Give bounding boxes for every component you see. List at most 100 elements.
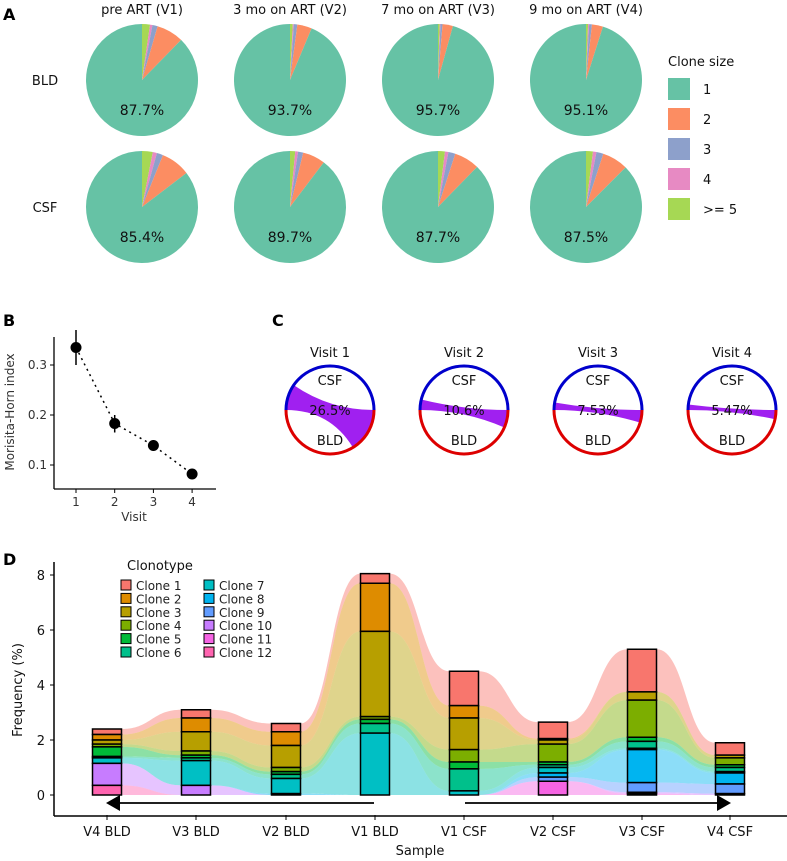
panel-d-alluvial: V4 BLD V3 BLD V2 BLD V1 BLD V1 CSF V2 CSF V3 C… [11, 559, 787, 859]
pie-slice [586, 24, 589, 80]
legend-swatch [120, 606, 132, 618]
bar-segment [270, 731, 302, 747]
pie-slice [529, 151, 642, 264]
chord-title: Visit 2 [444, 346, 484, 361]
flow-clone-2 [300, 583, 361, 746]
pie-slice [586, 24, 590, 81]
flows [121, 573, 716, 795]
legend-swatch [203, 579, 215, 591]
flow-clone-9 [567, 777, 628, 793]
csf-label: CSF [720, 374, 745, 389]
flow-clone-2 [121, 718, 182, 740]
flow-clone-4 [567, 700, 628, 762]
flow-clone-8 [478, 773, 539, 795]
bar-segment [180, 759, 212, 787]
flow-clone-7 [656, 748, 716, 773]
data-point [109, 418, 121, 429]
pie-slice [438, 24, 440, 80]
flow-clone-7 [210, 760, 272, 794]
bar-segment [626, 748, 658, 784]
legend-label: Clone 6 [136, 646, 182, 660]
bar-segment [270, 777, 302, 795]
bld-label: BLD [317, 434, 343, 449]
y-tick-label: 0.2 [28, 408, 47, 422]
panel-c-chords: Visit 1 CSF 26.5% BLD Visit 2 CSF 10.6% BLD Visi… [284, 346, 778, 456]
csf-arc [686, 364, 778, 411]
pie-slice [142, 24, 158, 81]
chord-link [286, 385, 374, 448]
flow-clone-5 [210, 755, 272, 775]
bar-segment [626, 781, 658, 793]
pie-row-label: CSF [33, 201, 58, 216]
legend-label: >= 5 [703, 203, 737, 218]
pie-slice [234, 151, 347, 264]
flow-clone-7 [389, 733, 450, 795]
pie-percent-label: 87.5% [564, 230, 608, 246]
flow-clone-4 [656, 700, 716, 765]
flow-clone-5 [389, 719, 450, 769]
bld-arc [552, 409, 644, 456]
bar-segment [537, 766, 569, 774]
chord-link [688, 404, 776, 420]
bld-arc [418, 409, 510, 456]
panel-label-a: A [3, 5, 16, 24]
legend-label: Clone 4 [136, 619, 182, 633]
legend-swatch [203, 606, 215, 618]
legend-label: Clone 10 [219, 619, 272, 633]
pie-slice [142, 155, 187, 207]
bar-segment [180, 717, 212, 733]
pie-percent-label: 93.7% [268, 103, 312, 119]
x-tick-label: V3 BLD [172, 825, 219, 840]
csf-arc [284, 364, 376, 411]
bar-segment [359, 722, 391, 734]
flow-clone-8 [656, 749, 716, 784]
pie-column-title: 3 mo on ART (V2) [233, 3, 347, 18]
y-tick-label: 0.1 [28, 458, 47, 472]
pie-slice [438, 24, 443, 81]
panel-label-b: B [3, 311, 15, 330]
pie-slice [290, 24, 293, 80]
pie-slice [290, 152, 324, 207]
pie-slice [586, 153, 626, 207]
pie-slice [142, 153, 163, 207]
pie-slice [438, 151, 446, 207]
legend-label: Clone 8 [219, 592, 265, 606]
flow-clone-4 [210, 751, 272, 772]
trend-line [75, 347, 193, 475]
bar-segment [448, 768, 480, 792]
pie-slice [586, 151, 604, 207]
bar-segment [537, 780, 569, 796]
pie-slice [290, 151, 296, 207]
flow-clone-11 [478, 781, 539, 795]
bar-segment [626, 740, 658, 749]
bar-segment [448, 717, 480, 751]
bar-segment [448, 748, 480, 763]
pie-slice [586, 151, 597, 207]
chord-percent: 10.6% [443, 404, 484, 419]
pie-slice [290, 151, 304, 207]
x-tick-label: 3 [150, 495, 158, 509]
legend-swatch [120, 633, 132, 645]
flow-clone-2 [567, 691, 628, 740]
y-axis-title: Morisita-Horn index [3, 353, 17, 470]
chord-percent: 5.47% [711, 404, 752, 419]
legend-swatch [203, 633, 215, 645]
pie-slice [142, 24, 153, 80]
legend-swatch [120, 592, 132, 604]
flow-clone-5 [656, 737, 716, 768]
legend-label: Clone 12 [219, 646, 272, 660]
flow-clone-2 [478, 705, 539, 740]
flow-clone-2 [389, 583, 450, 718]
bar-segment [91, 762, 123, 787]
flow-clone-3 [389, 631, 450, 750]
flow-clone-9 [656, 782, 716, 794]
bar-segment [626, 691, 658, 701]
panel-a-pies: pre ART (V1) 3 mo on ART (V2) 7 mo on ART … [32, 3, 737, 264]
pie-row-label: BLD [32, 74, 58, 89]
y-tick-label: 2 [37, 734, 45, 749]
flow-clone-6 [300, 723, 361, 779]
legend-swatch [120, 619, 132, 631]
bar-segment [180, 731, 212, 752]
flow-clone-1 [389, 573, 450, 706]
chord-title: Visit 3 [578, 346, 618, 361]
